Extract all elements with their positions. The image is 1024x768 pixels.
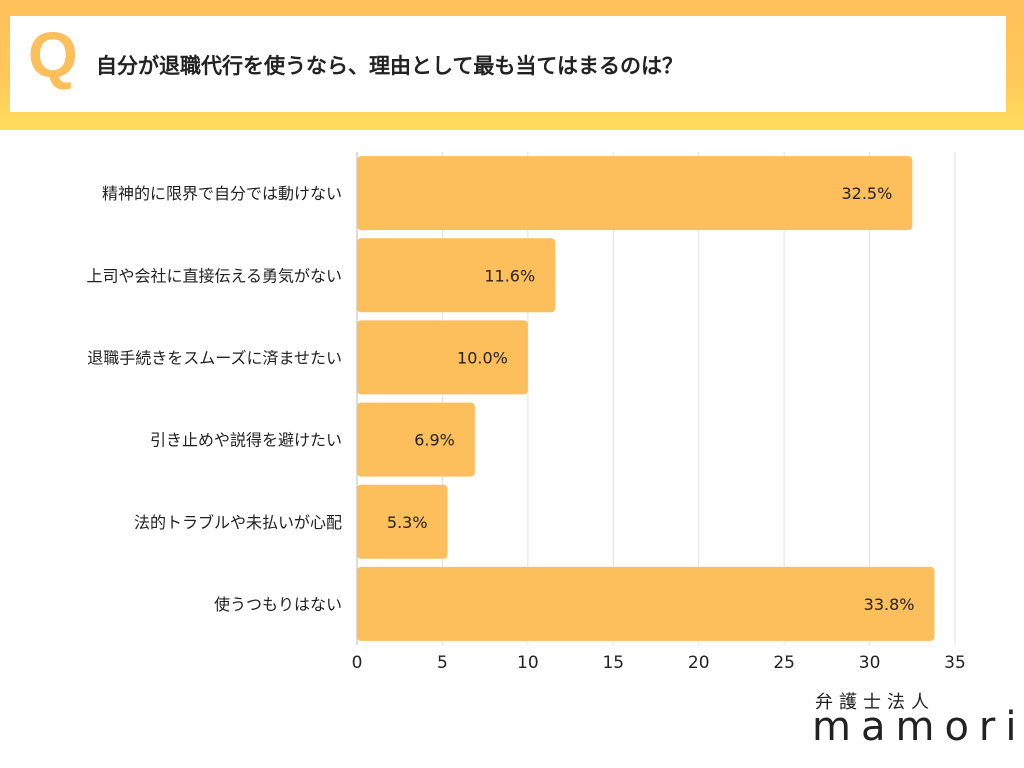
question-box	[10, 16, 1006, 112]
bar	[357, 402, 475, 477]
data-label: 10.0%	[457, 348, 508, 367]
bar	[357, 566, 935, 641]
data-label: 11.6%	[484, 266, 535, 285]
x-tick-label: 10	[517, 653, 539, 673]
x-tick-label: 30	[859, 653, 881, 673]
bar	[357, 238, 556, 313]
bar	[357, 156, 913, 231]
x-tick-label: 20	[688, 653, 710, 673]
category-label: 引き止めや説得を避けたい	[150, 431, 342, 450]
x-tick-label: 35	[944, 653, 966, 673]
x-tick-label: 0	[352, 653, 363, 673]
data-label: 6.9%	[414, 431, 455, 450]
x-tick-label: 5	[437, 653, 448, 673]
chart-title: 自分が退職代行を使うなら、理由として最も当てはまるのは？	[96, 54, 683, 78]
category-label: 使うつもりはない	[214, 595, 342, 614]
x-tick-label: 25	[773, 653, 795, 673]
data-label: 33.8%	[864, 595, 915, 614]
category-label: 法的トラブルや未払いが心配	[134, 513, 342, 532]
logo-mamori: mamori	[812, 704, 1024, 750]
logo-subtitle: 弁護士法人	[815, 692, 935, 713]
bar	[357, 320, 528, 395]
q-mark: Q	[28, 19, 78, 91]
category-label: 退職手続きをスムーズに済ませたい	[87, 348, 342, 367]
x-tick-label: 15	[602, 653, 624, 673]
bar	[357, 484, 448, 559]
data-label: 5.3%	[387, 513, 428, 532]
category-label: 精神的に限界で自分では動けない	[102, 184, 342, 203]
data-label: 32.5%	[841, 184, 892, 203]
category-label: 上司や会社に直接伝える勇気がない	[86, 266, 342, 285]
